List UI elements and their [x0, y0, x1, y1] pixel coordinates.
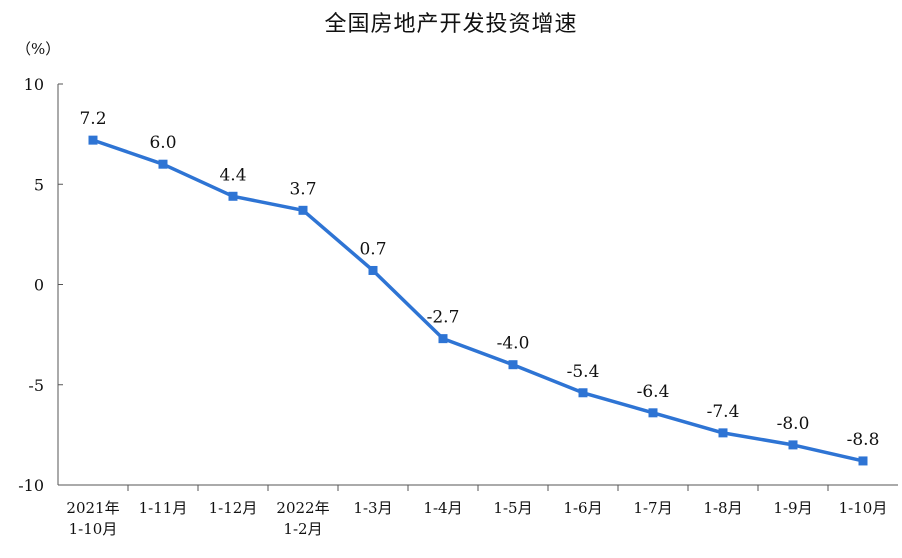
data-point [438, 334, 448, 344]
y-tick-label: 10 [24, 75, 44, 94]
data-label: 6.0 [149, 133, 176, 153]
y-tick-label: 5 [34, 175, 44, 194]
data-label: 4.4 [219, 165, 246, 185]
series-markers [88, 135, 868, 466]
data-point [298, 205, 308, 215]
x-tick-label: 1-7月 [633, 499, 672, 517]
x-tick-label: 1-9月 [773, 499, 812, 517]
data-labels: 7.2 6.0 4.4 3.7 0.7 -2.7 -4.0 -5.4 -6.4 -7.4 -8.0 -… [79, 109, 879, 450]
data-label: -8.8 [847, 430, 880, 450]
x-tick-label: 1-3月 [353, 499, 392, 517]
data-point [158, 159, 168, 169]
x-tick-label: 1-8月 [703, 499, 742, 517]
y-tick-labels: 10 5 0 -5 -10 [18, 75, 44, 495]
data-point [648, 408, 658, 418]
data-point [368, 265, 378, 275]
data-label: -7.4 [707, 402, 740, 422]
x-tick-label: 1-5月 [493, 499, 532, 517]
x-tick-label: 1-12月 [209, 499, 258, 517]
data-point [788, 440, 798, 450]
data-point [718, 428, 728, 438]
data-label: 7.2 [79, 109, 106, 129]
data-label: -6.4 [637, 382, 670, 402]
data-point [578, 388, 588, 398]
x-tick-labels: 2021年 1-10月 1-11月 1-12月 2022年 1-2月 1-3月 1-4月 1-5… [66, 499, 887, 538]
x-tick-label: 1-6月 [563, 499, 602, 517]
x-tick-label: 2022年 1-2月 [276, 499, 329, 538]
data-label: -4.0 [497, 334, 530, 354]
data-point [508, 360, 518, 370]
y-tick-label: 0 [34, 276, 44, 295]
x-tick-label: 2021年 1-10月 [66, 499, 119, 538]
data-label: -2.7 [427, 308, 460, 328]
axes [57, 83, 898, 491]
data-point [858, 456, 868, 466]
data-point [88, 135, 98, 145]
y-tick-label: -5 [28, 376, 44, 395]
y-tick-label: -10 [18, 476, 44, 495]
data-point [228, 191, 238, 201]
data-label: 3.7 [289, 179, 316, 199]
x-tick-label: 1-4月 [423, 499, 462, 517]
chart-title: 全国房地产开发投资增速 [324, 12, 578, 37]
x-tick-label: 1-10月 [839, 499, 888, 517]
data-label: -5.4 [567, 362, 600, 382]
x-tick-label: 1-11月 [139, 499, 188, 517]
data-label: -8.0 [777, 414, 810, 434]
series-line [92, 138, 864, 463]
y-axis-unit: （%） [16, 40, 60, 58]
data-label: 0.7 [359, 239, 386, 259]
